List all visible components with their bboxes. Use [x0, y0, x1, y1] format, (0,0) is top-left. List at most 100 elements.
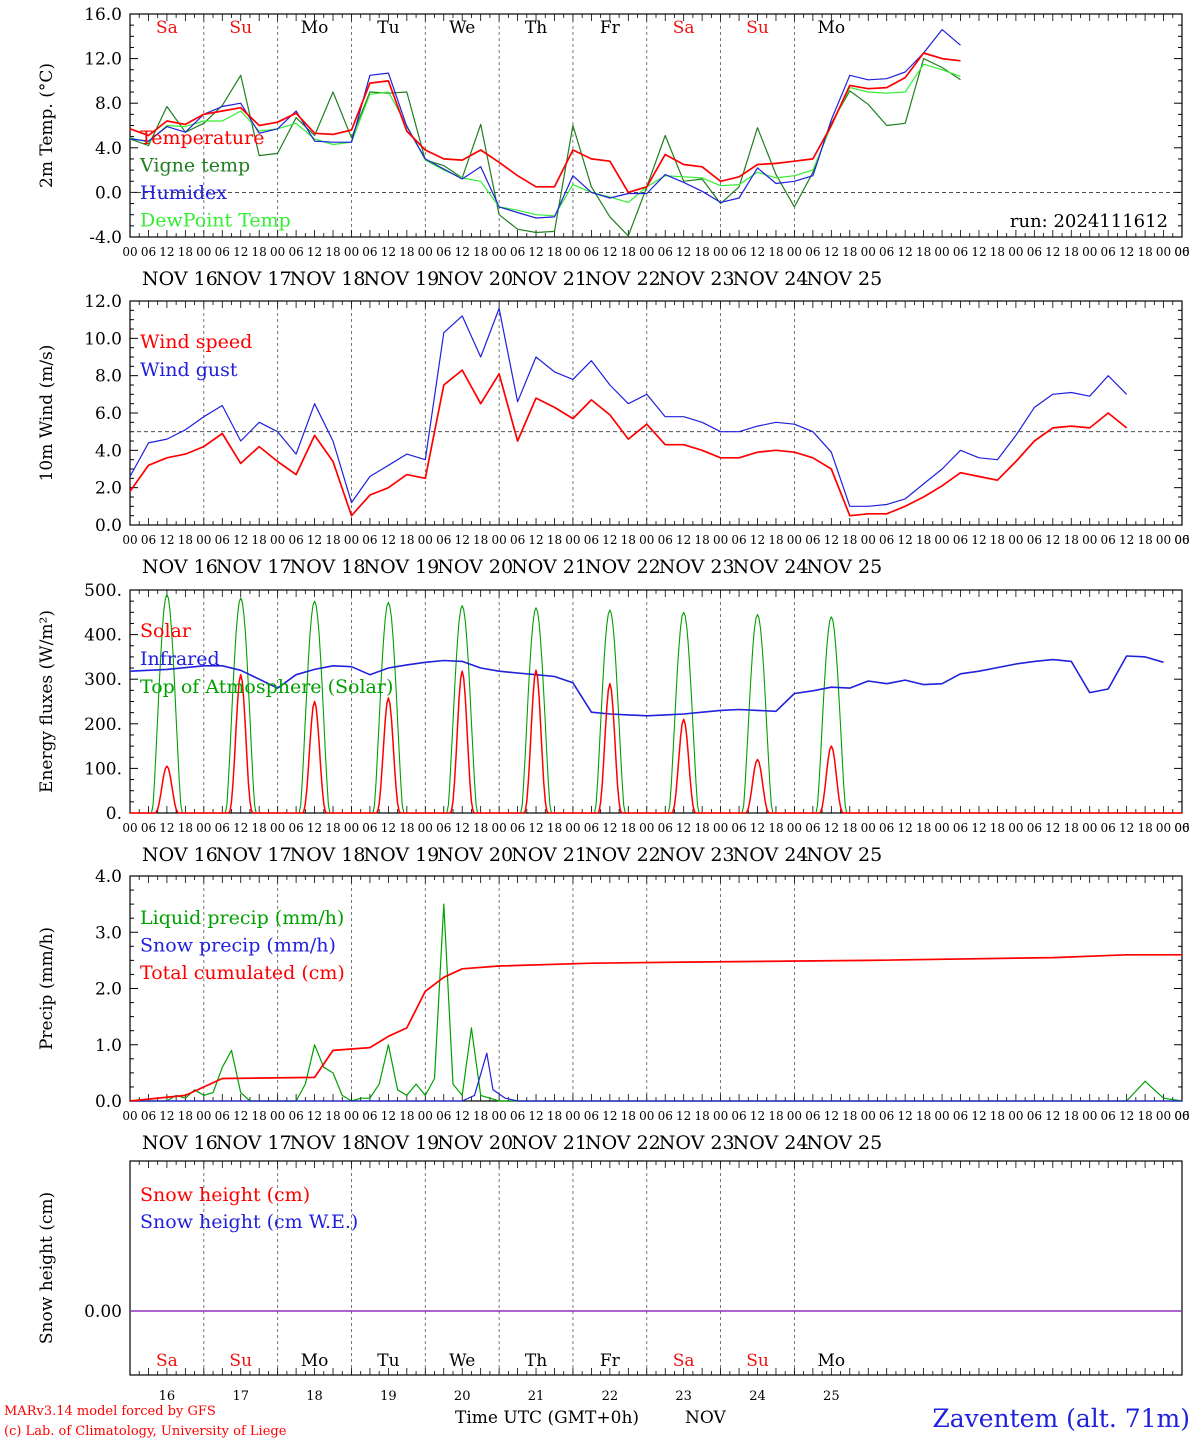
- date-label: NOV 22: [585, 268, 661, 290]
- hour-tick-label: 06: [1027, 533, 1042, 547]
- hour-tick-label: 12: [1045, 1109, 1060, 1123]
- date-label: NOV 18: [290, 268, 366, 290]
- hour-tick-label: 18: [178, 533, 193, 547]
- hour-tick-label: 00: [639, 1109, 654, 1123]
- day-number: 17: [232, 1389, 249, 1404]
- day-name: Sa: [156, 18, 178, 38]
- date-label: NOV 23: [659, 556, 735, 578]
- hour-tick-label: 18: [399, 1109, 414, 1123]
- hour-tick-label: 00: [1156, 1109, 1171, 1123]
- y-tick-label: 4.0: [95, 867, 122, 887]
- hour-tick-label: 12: [528, 245, 543, 259]
- y-tick-label: 8.0: [95, 94, 122, 114]
- day-name: Mo: [818, 1351, 846, 1371]
- series-line: [130, 669, 1182, 814]
- y-axis-label: Snow height (cm): [37, 1192, 57, 1344]
- date-label: NOV 24: [733, 268, 809, 290]
- hour-tick-label: 00: [122, 245, 137, 259]
- y-tick-label: 300.: [84, 670, 122, 690]
- hour-tick-label: 00: [565, 821, 580, 835]
- hour-tick-label: 12: [676, 533, 691, 547]
- hour-tick-label: 06: [953, 533, 968, 547]
- hour-tick-label: 06: [288, 533, 303, 547]
- hour-tick-label: 06: [215, 1109, 230, 1123]
- hour-tick-label: 06: [1101, 245, 1116, 259]
- hour-tick-label: 18: [916, 245, 931, 259]
- date-label: NOV 16: [142, 1132, 218, 1154]
- chart-panel: 0. 100. 200. 300. 400. 500. Energy fluxes (W/m…: [37, 581, 1190, 866]
- date-label: NOV 21: [511, 1132, 587, 1154]
- hour-tick-label: 12: [898, 1109, 913, 1123]
- date-label: NOV 25: [806, 268, 882, 290]
- hour-tick-label: 18: [178, 245, 193, 259]
- date-label: NOV 20: [437, 1132, 513, 1154]
- date-label: NOV 20: [437, 268, 513, 290]
- y-tick-label: 16.0: [84, 5, 122, 25]
- day-name: Su: [746, 1351, 769, 1371]
- date-label: NOV 18: [290, 844, 366, 866]
- y-tick-label: 500.: [84, 581, 122, 601]
- hour-tick-label: 00: [344, 1109, 359, 1123]
- hour-tick-label: 12: [676, 245, 691, 259]
- hour-tick-label: 12: [971, 821, 986, 835]
- hour-tick-label: 06: [953, 1109, 968, 1123]
- plot-frame: [129, 589, 1183, 814]
- date-label: NOV 22: [585, 1132, 661, 1154]
- legend-entry: Top of Atmosphere (Solar): [140, 676, 393, 698]
- hour-tick-label: 12: [602, 1109, 617, 1123]
- hour-tick-label: 00: [934, 245, 949, 259]
- hour-tick-label: 06: [362, 1109, 377, 1123]
- date-label: NOV 17: [216, 1132, 292, 1154]
- hour-tick-label: 06: [362, 821, 377, 835]
- hour-tick-label: 00: [196, 533, 211, 547]
- hour-tick-label: 00: [713, 245, 728, 259]
- day-name: Fr: [600, 1351, 621, 1371]
- day-name: Mo: [818, 18, 846, 38]
- day-name: Su: [229, 1351, 252, 1371]
- hour-tick-label: 06: [731, 533, 746, 547]
- hour-tick-label: 00: [344, 821, 359, 835]
- hour-tick-label: 18: [1137, 821, 1152, 835]
- hour-tick-label: 18: [399, 245, 414, 259]
- hour-tick-label: 18: [473, 821, 488, 835]
- hour-tick-label: 06: [510, 533, 525, 547]
- hour-tick-label: 12: [676, 821, 691, 835]
- y-tick-label: 2.0: [95, 479, 122, 499]
- plot-frame: [129, 300, 1183, 526]
- y-tick-label: 0.0: [95, 1092, 122, 1112]
- hour-tick-label: 06: [879, 245, 894, 259]
- hour-tick-label: 12: [455, 245, 470, 259]
- hour-tick-label: 06: [731, 1109, 746, 1123]
- day-name: Th: [525, 18, 547, 38]
- hour-tick-label: 06: [805, 821, 820, 835]
- date-label: NOV 22: [585, 556, 661, 578]
- hour-tick-label: 18: [1064, 533, 1079, 547]
- hour-tick-label: 00: [344, 533, 359, 547]
- hour-tick-label: 18: [1064, 245, 1079, 259]
- hour-tick-label: 00: [1156, 245, 1171, 259]
- hour-tick-label: 18: [252, 821, 267, 835]
- hour-tick-label: 12: [307, 245, 322, 259]
- y-tick-label: 100.: [84, 759, 122, 779]
- hour-tick-label: 12: [676, 1109, 691, 1123]
- hour-tick-label: 00: [491, 533, 506, 547]
- hour-tick-label: 00: [713, 533, 728, 547]
- hour-tick-label: 18: [252, 533, 267, 547]
- hour-tick-label: 12: [824, 533, 839, 547]
- hour-tick-label: 12: [307, 1109, 322, 1123]
- hour-tick-label: 06: [953, 821, 968, 835]
- date-label: NOV 16: [142, 556, 218, 578]
- y-tick-label: 1.0: [95, 1036, 122, 1056]
- hour-tick-label: 12: [1045, 821, 1060, 835]
- day-name: Su: [746, 18, 769, 38]
- hour-tick-label: 06: [510, 1109, 525, 1123]
- hour-tick-label: 18: [842, 245, 857, 259]
- hour-tick-label: 00: [787, 533, 802, 547]
- legend-entry: Total cumulated (cm): [140, 962, 345, 984]
- hour-tick-label: 06: [658, 245, 673, 259]
- day-name: Sa: [156, 1351, 178, 1371]
- day-name: We: [449, 1351, 475, 1371]
- hour-tick-label: 12: [233, 245, 248, 259]
- date-label: NOV 19: [363, 844, 439, 866]
- hour-tick-label: 06: [805, 1109, 820, 1123]
